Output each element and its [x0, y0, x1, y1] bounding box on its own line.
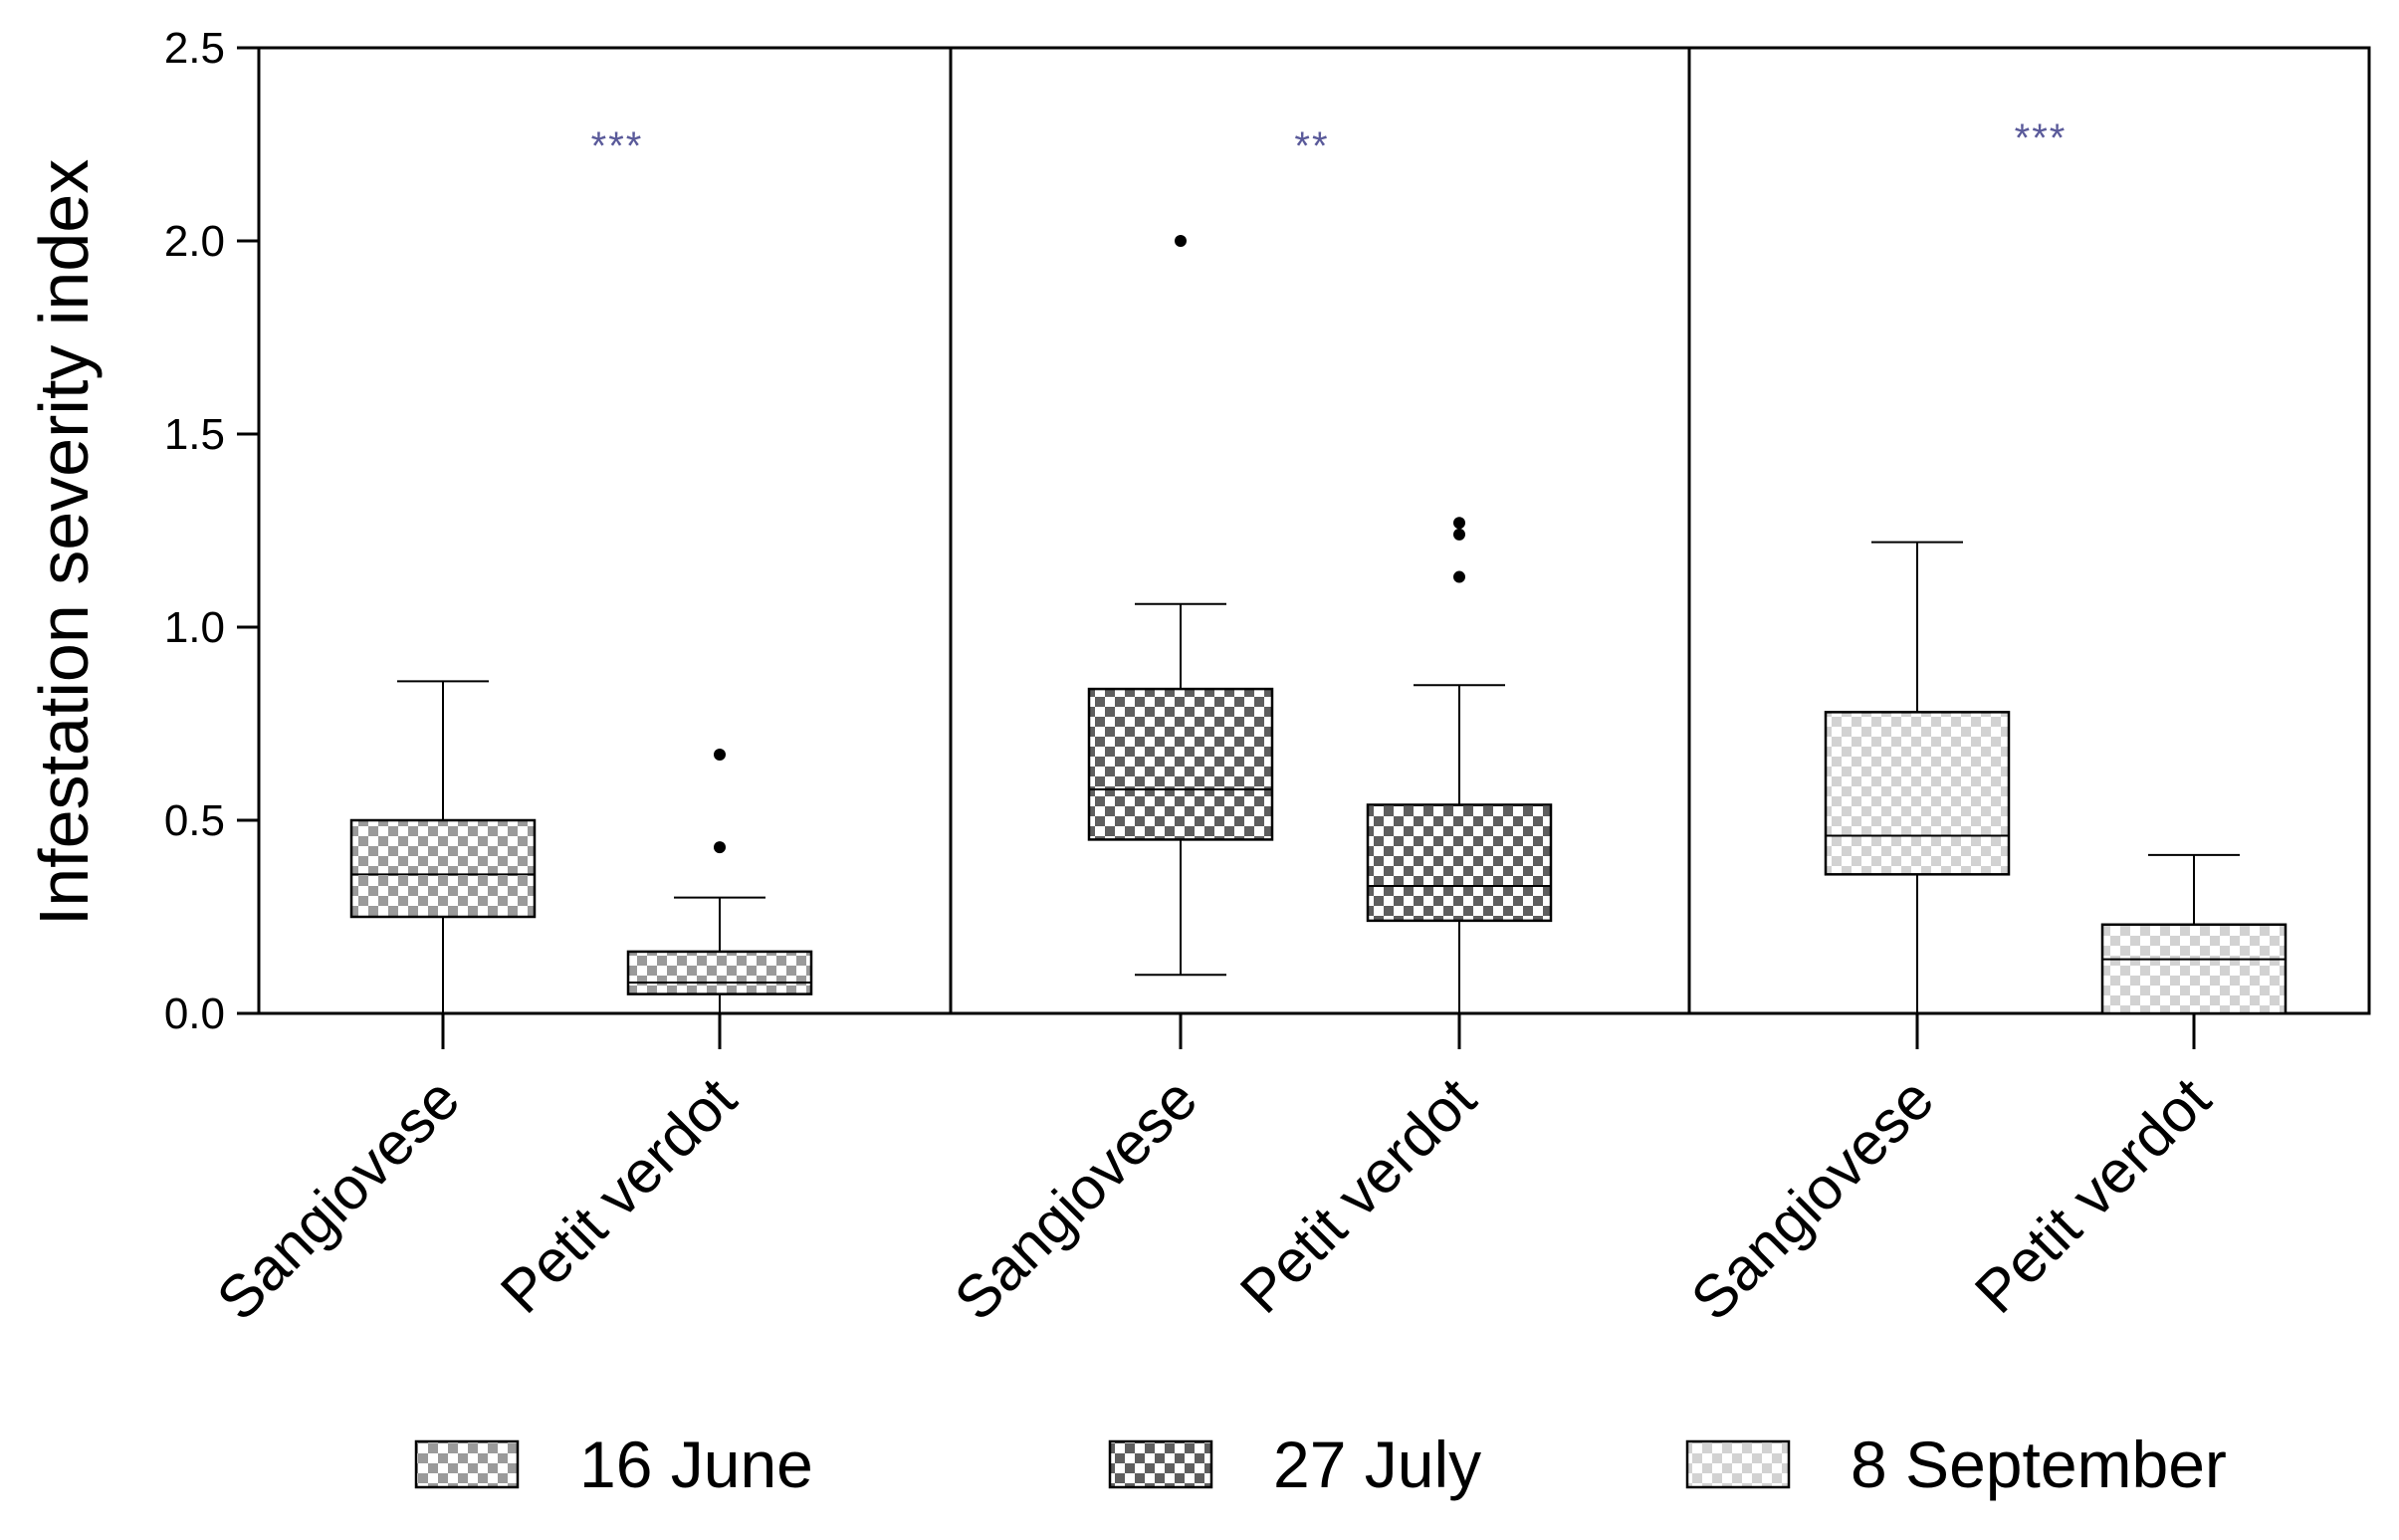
outlier-point: [1453, 517, 1465, 530]
legend-swatch: [1108, 1439, 1213, 1489]
y-tick-label: 1.5: [164, 410, 225, 459]
panel-july: [1087, 235, 1553, 1014]
significance-label: ***: [591, 124, 644, 168]
outlier-point: [714, 841, 726, 854]
legend-label: 27 July: [1273, 1428, 1481, 1501]
significance-label: **: [1294, 124, 1329, 168]
iqr-box: [349, 818, 537, 919]
y-tick-label: 0.5: [164, 796, 225, 845]
y-tick-label: 2.5: [164, 24, 225, 73]
outlier-point: [1453, 570, 1465, 583]
x-axis: Sangiovese Petit verdot Sangiovese Petit ve…: [204, 1013, 2223, 1333]
legend-swatch: [1685, 1439, 1791, 1489]
significance-marks: *** ** ***: [591, 116, 2068, 168]
box-sangiovese: [1087, 235, 1274, 977]
box-petit-verdot: [1366, 517, 1553, 1014]
iqr-box: [1087, 687, 1274, 841]
y-tick-label: 2.0: [164, 217, 225, 266]
box-petit-verdot: [626, 749, 813, 1014]
legend-item-september: 8 September: [1685, 1428, 2227, 1501]
outlier-point: [714, 749, 726, 762]
category-label: Sangiovese: [1678, 1065, 1946, 1333]
plot-border: [257, 46, 2371, 1015]
iqr-box: [2100, 923, 2288, 1015]
legend-label: 16 June: [579, 1428, 813, 1501]
box-petit-verdot: [2100, 853, 2288, 1015]
box-sangiovese: [349, 680, 537, 1014]
category-label: Petit verdot: [1962, 1065, 2223, 1326]
box-sangiovese: [1824, 541, 2011, 1014]
box-series: [349, 235, 2288, 1015]
panel-june: [349, 680, 813, 1014]
legend-item-july: 27 July: [1108, 1428, 1481, 1501]
iqr-box: [626, 950, 813, 995]
iqr-box: [1366, 803, 1553, 923]
y-axis-title: Infestation severity index: [25, 159, 103, 926]
y-tick-label: 1.0: [164, 603, 225, 652]
category-label: Petit verdot: [488, 1065, 749, 1326]
y-axis: 0.0 0.5 1.0 1.5 2.0 2.5: [164, 24, 259, 1038]
iqr-box: [1824, 711, 2011, 876]
plot-frame: [257, 46, 2371, 1015]
outlier-point: [1175, 235, 1187, 247]
category-label: Petit verdot: [1227, 1065, 1488, 1326]
panel-september: [1824, 541, 2288, 1015]
legend-swatch: [414, 1439, 520, 1489]
legend: 16 June 27 July 8 September: [414, 1428, 2227, 1501]
outlier-point: [1453, 528, 1465, 541]
y-tick-label: 0.0: [164, 990, 225, 1038]
category-label: Sangiovese: [204, 1065, 472, 1333]
legend-label: 8 September: [1851, 1428, 2227, 1501]
category-label: Sangiovese: [942, 1065, 1209, 1333]
legend-item-june: 16 June: [414, 1428, 813, 1501]
significance-label: ***: [2015, 116, 2068, 160]
